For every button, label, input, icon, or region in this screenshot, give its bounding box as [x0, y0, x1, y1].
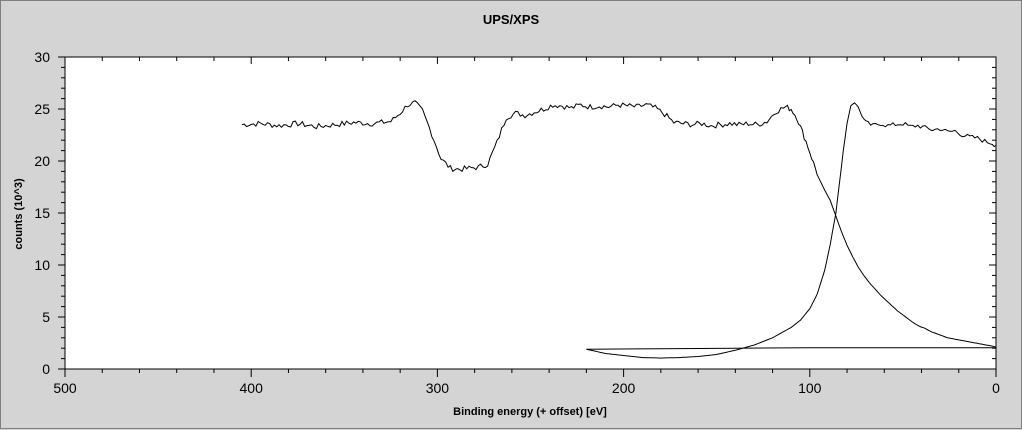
x-tick-label: 400	[240, 380, 264, 396]
y-tick-label: 10	[34, 257, 50, 273]
y-tick-label: 20	[34, 153, 50, 169]
chart-title: UPS/XPS	[483, 12, 540, 27]
x-tick-label: 500	[53, 380, 77, 396]
series-line	[586, 102, 997, 359]
axis-ticks	[58, 56, 997, 377]
x-tick-label: 100	[798, 380, 822, 396]
y-tick-label: 25	[34, 101, 50, 117]
x-tick-label: 200	[612, 380, 636, 396]
series-line	[241, 100, 997, 348]
x-tick-label: 300	[426, 380, 450, 396]
y-tick-label: 30	[34, 49, 50, 65]
x-axis-label: Binding energy (+ offset) [eV]	[453, 406, 607, 418]
y-axis-label: counts (10^3)	[13, 178, 25, 250]
x-tick-label: 0	[992, 380, 1000, 396]
series-layer	[241, 100, 997, 359]
plot-area	[64, 56, 997, 370]
y-tick-label: 15	[34, 205, 50, 221]
tick-labels: 500 400 300 200 100 0 0 5 10 15 20 25 30	[34, 49, 1000, 396]
series-line	[586, 347, 996, 350]
y-tick-label: 0	[42, 361, 50, 377]
y-tick-label: 5	[42, 309, 50, 325]
